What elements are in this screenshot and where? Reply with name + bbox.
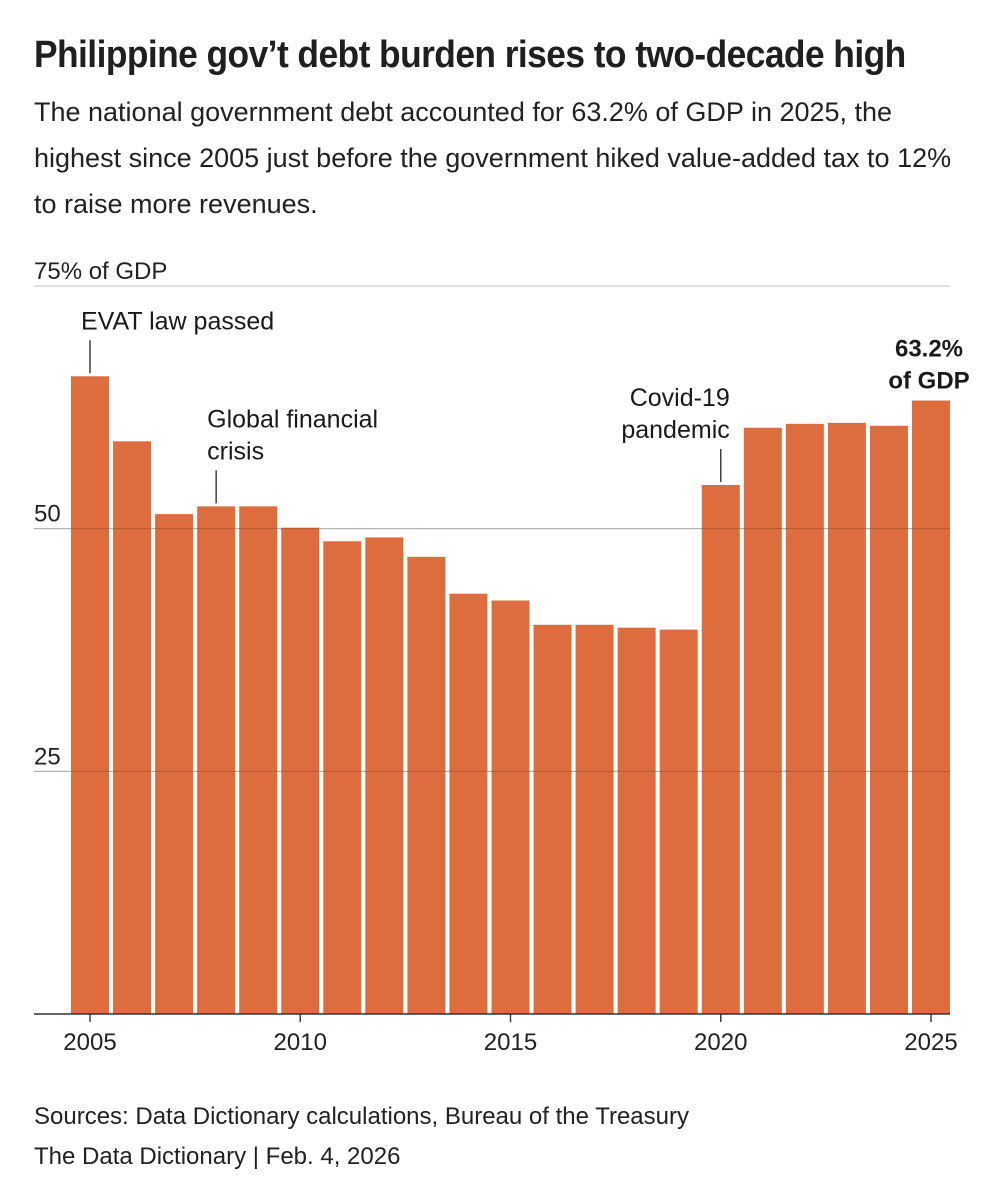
x-tick-label-2010: 2010: [274, 1029, 327, 1056]
annotation-2020-line-2: pandemic: [621, 416, 729, 444]
bar-2019: [659, 629, 698, 1014]
x-tick-label-2015: 2015: [484, 1029, 537, 1056]
bar-2009: [239, 506, 278, 1014]
bar-2020: [701, 484, 740, 1014]
y-tick-label-25: 25: [34, 743, 61, 770]
bar-2023: [827, 422, 866, 1014]
annotation-2025-line-2: of GDP: [888, 368, 969, 395]
bar-2007: [155, 514, 194, 1014]
annotation-2005-line-1: EVAT law passed: [81, 307, 274, 335]
credit-line: The Data Dictionary | Feb. 4, 2026: [34, 1143, 401, 1170]
bar-2025: [912, 400, 950, 1014]
bar-2008: [197, 506, 236, 1014]
chart-subtitle: The national government debt accounted f…: [34, 97, 952, 219]
bar-2018: [617, 627, 656, 1014]
annotation-2020-line-1: Covid-19: [630, 384, 730, 412]
annotations: EVAT law passed Global financial crisis Cov…: [81, 307, 970, 504]
bar-2015: [491, 600, 530, 1014]
x-axis: 2005 2010 2015 2020 2025: [34, 1013, 958, 1056]
y-tick-label-75: 75% of GDP: [34, 258, 167, 285]
bar-2012: [365, 537, 404, 1014]
bars: [71, 376, 950, 1015]
sources-note: Sources: Data Dictionary calculations, B…: [34, 1103, 689, 1130]
annotation-2008-line-2: crisis: [207, 437, 264, 465]
bar-2014: [449, 593, 488, 1014]
bar-2005: [71, 376, 109, 1015]
bar-2024: [869, 425, 908, 1014]
bar-2017: [575, 624, 614, 1014]
x-tick-label-2020: 2020: [694, 1029, 747, 1056]
bar-2010: [281, 527, 320, 1014]
x-tick-label-2005: 2005: [63, 1029, 116, 1056]
x-tick-label-2025: 2025: [904, 1029, 957, 1056]
annotation-2025-line-1: 63.2%: [895, 336, 963, 363]
annotation-2008-line-1: Global financial: [207, 405, 378, 433]
bar-2022: [785, 423, 824, 1014]
bar-2013: [407, 556, 446, 1014]
bar-2006: [113, 441, 152, 1015]
y-tick-label-50: 50: [34, 501, 61, 528]
bar-2016: [533, 624, 572, 1014]
chart-title: Philippine gov’t debt burden rises to tw…: [34, 34, 906, 76]
bar-2011: [323, 541, 362, 1014]
bar-2021: [743, 427, 782, 1014]
gridlines-over-bars: [34, 528, 950, 772]
